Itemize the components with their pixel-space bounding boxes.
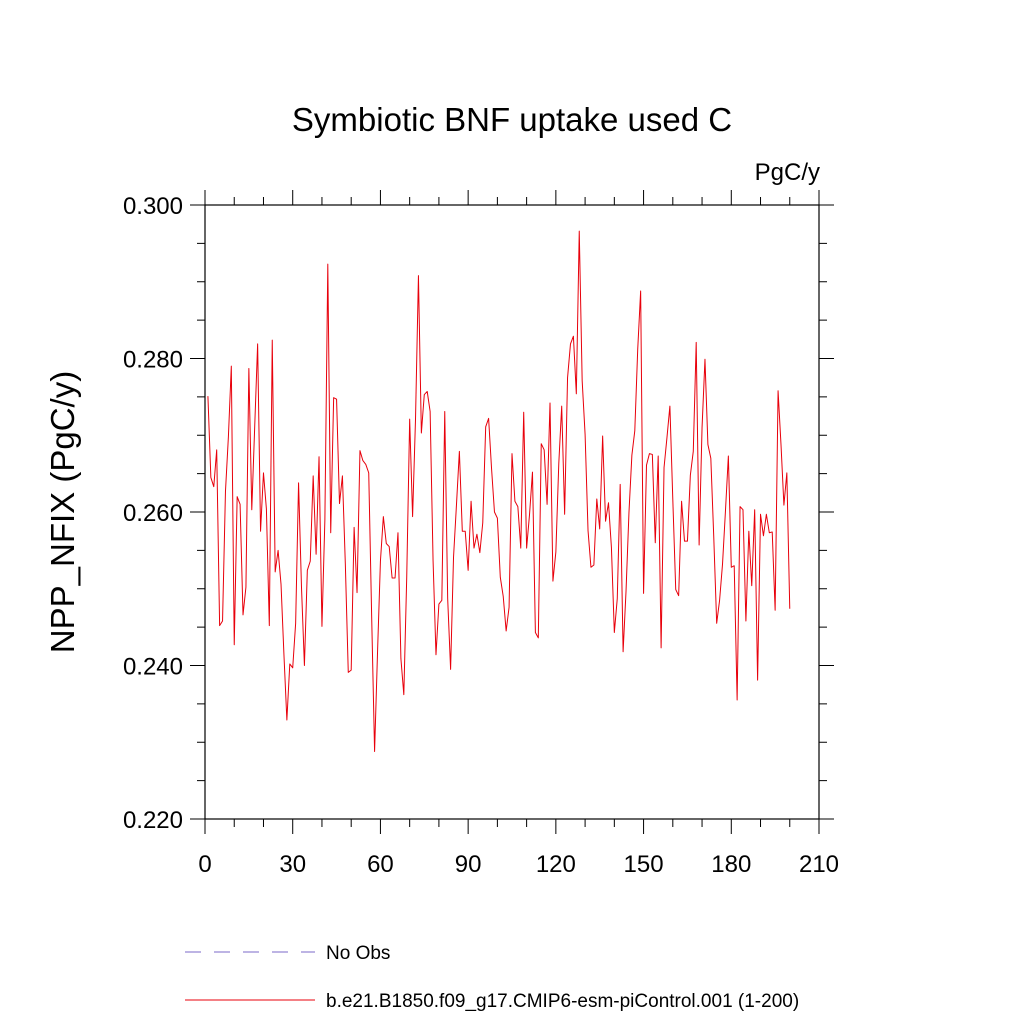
- series-lines: [207, 230, 791, 752]
- x-tick-label: 120: [536, 851, 576, 878]
- y-tick-label: 0.280: [123, 347, 183, 374]
- plot-frame: [204, 204, 820, 820]
- x-tick-label: 30: [279, 851, 306, 878]
- y-tick-label: 0.300: [123, 193, 183, 220]
- y-tick-label: 0.240: [123, 654, 183, 681]
- x-tick-label: 150: [624, 851, 664, 878]
- legend-label-no-obs: No Obs: [326, 943, 390, 964]
- x-tick-label: 60: [367, 851, 394, 878]
- legend: No Obs b.e21.B1850.f09_g17.CMIP6-esm-piC…: [185, 943, 799, 1012]
- x-tick-label: 0: [198, 851, 211, 878]
- x-tick-label: 210: [799, 851, 839, 878]
- x-tick-label: 90: [455, 851, 482, 878]
- axis-ticks: [190, 190, 834, 834]
- legend-label-model-run: b.e21.B1850.f09_g17.CMIP6-esm-piControl.…: [326, 991, 799, 1012]
- series-line-1: [207, 230, 791, 752]
- y-axis-label: NPP_NFIX (PgC/y): [44, 371, 81, 653]
- units-label: PgC/y: [755, 159, 820, 186]
- chart-title: Symbiotic BNF uptake used C: [292, 101, 732, 138]
- y-tick-label: 0.260: [123, 500, 183, 527]
- axis-tick-labels: 0 30 60 90 120 150 180 210 0.220 0.240 0.260 0.280 0…: [123, 193, 839, 878]
- x-tick-label: 180: [711, 851, 751, 878]
- y-tick-label: 0.220: [123, 807, 183, 834]
